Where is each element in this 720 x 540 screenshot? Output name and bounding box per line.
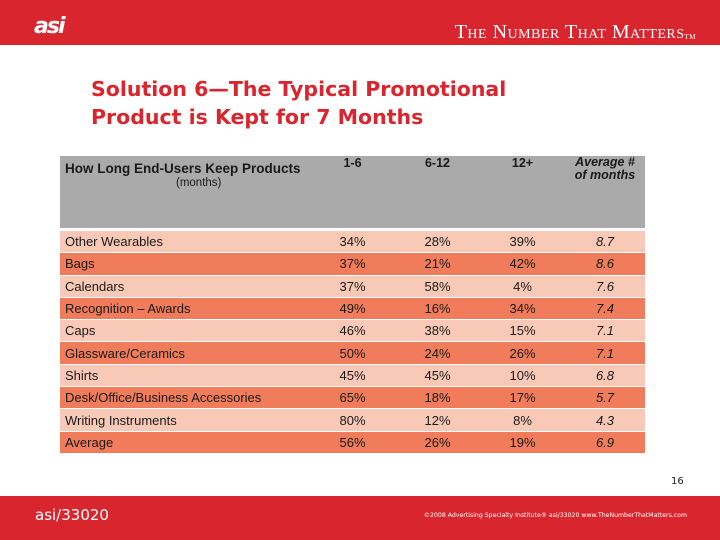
row-label: Caps — [60, 319, 310, 343]
cell-average: 6.9 — [565, 431, 645, 454]
page-number: 16 — [671, 476, 684, 487]
cell-average: 7.4 — [565, 297, 645, 321]
table-row: Shirts 45% 45% 10% 6.8 — [60, 364, 645, 388]
cell-1-6: 65% — [310, 386, 395, 410]
slide-title-line-2: Product is Kept for 7 Months — [91, 105, 424, 129]
cell-12-plus: 39% — [480, 231, 565, 254]
column-header-6-12: 6-12 — [395, 156, 480, 228]
cell-6-12: 26% — [395, 431, 480, 454]
cell-6-12: 24% — [395, 341, 480, 365]
cell-average: 8.6 — [565, 252, 645, 276]
avg-header-line-2: of months — [574, 168, 636, 182]
footer-asi-number: asi/33020 — [35, 506, 109, 524]
cell-1-6: 56% — [310, 431, 395, 454]
cell-average: 8.7 — [565, 231, 645, 254]
row-label: Calendars — [60, 275, 310, 298]
row-label: Shirts — [60, 364, 310, 388]
asi-logo: asi — [34, 14, 66, 39]
slide-title: Solution 6—The Typical Promotional Produ… — [91, 75, 506, 131]
row-label: Desk/Office/Business Accessories — [60, 386, 310, 410]
cell-average: 7.6 — [565, 275, 645, 298]
table-subtitle: (months) — [176, 177, 222, 189]
row-label: Bags — [60, 252, 310, 276]
footer-copyright: ©2008 Advertising Specialty Institute® a… — [423, 512, 687, 519]
cell-12-plus: 8% — [480, 408, 565, 432]
cell-average: 7.1 — [565, 341, 645, 365]
row-label: Writing Instruments — [60, 408, 310, 432]
cell-6-12: 28% — [395, 231, 480, 254]
cell-1-6: 45% — [310, 364, 395, 388]
table-row-average: Average 56% 26% 19% 6.9 — [60, 431, 645, 454]
cell-12-plus: 4% — [480, 275, 565, 298]
column-header-average: Average # of months — [565, 156, 645, 228]
cell-1-6: 50% — [310, 341, 395, 365]
table-row: Calendars 37% 58% 4% 7.6 — [60, 275, 645, 298]
cell-12-plus: 19% — [480, 431, 565, 454]
cell-6-12: 45% — [395, 364, 480, 388]
cell-12-plus: 34% — [480, 297, 565, 321]
table-header-row: How Long End-Users Keep Products (months… — [60, 156, 645, 228]
column-header-12-plus: 12+ — [480, 156, 565, 228]
table-row: Glassware/Ceramics 50% 24% 26% 7.1 — [60, 341, 645, 365]
cell-6-12: 16% — [395, 297, 480, 321]
cell-average: 5.7 — [565, 386, 645, 410]
cell-6-12: 38% — [395, 319, 480, 343]
row-label: Average — [60, 431, 310, 454]
row-label: Other Wearables — [60, 231, 310, 254]
cell-12-plus: 17% — [480, 386, 565, 410]
column-header-1-6: 1-6 — [310, 156, 395, 228]
cell-1-6: 34% — [310, 231, 395, 254]
cell-1-6: 80% — [310, 408, 395, 432]
cell-1-6: 37% — [310, 275, 395, 298]
cell-12-plus: 42% — [480, 252, 565, 276]
cell-6-12: 58% — [395, 275, 480, 298]
row-label: Glassware/Ceramics — [60, 341, 310, 365]
retention-table: How Long End-Users Keep Products (months… — [60, 156, 645, 454]
tagline: The Number That MattersTM — [455, 21, 696, 43]
cell-average: 6.8 — [565, 364, 645, 388]
table-row: Writing Instruments 80% 12% 8% 4.3 — [60, 408, 645, 432]
table-row: Recognition – Awards 49% 16% 34% 7.4 — [60, 297, 645, 321]
table-title-cell: How Long End-Users Keep Products (months… — [60, 156, 310, 228]
table-row: Desk/Office/Business Accessories 65% 18%… — [60, 386, 645, 410]
cell-1-6: 46% — [310, 319, 395, 343]
cell-6-12: 12% — [395, 408, 480, 432]
footer-bar: asi/33020 ©2008 Advertising Specialty In… — [0, 496, 720, 540]
trademark-mark: TM — [684, 33, 696, 41]
table-title: How Long End-Users Keep Products — [65, 161, 301, 176]
header-separator — [60, 228, 645, 231]
cell-1-6: 37% — [310, 252, 395, 276]
cell-12-plus: 15% — [480, 319, 565, 343]
header-bar: asi The Number That MattersTM — [0, 0, 720, 45]
table-row: Bags 37% 21% 42% 8.6 — [60, 252, 645, 276]
cell-average: 7.1 — [565, 319, 645, 343]
table-row: Other Wearables 34% 28% 39% 8.7 — [60, 231, 645, 254]
avg-header-line-1: Average # — [575, 155, 635, 169]
cell-average: 4.3 — [565, 408, 645, 432]
cell-6-12: 18% — [395, 386, 480, 410]
cell-12-plus: 10% — [480, 364, 565, 388]
tagline-text: The Number That Matters — [454, 21, 685, 43]
table-row: Caps 46% 38% 15% 7.1 — [60, 319, 645, 343]
cell-6-12: 21% — [395, 252, 480, 276]
cell-1-6: 49% — [310, 297, 395, 321]
cell-12-plus: 26% — [480, 341, 565, 365]
slide-title-line-1: Solution 6—The Typical Promotional — [91, 77, 507, 101]
row-label: Recognition – Awards — [60, 297, 310, 321]
